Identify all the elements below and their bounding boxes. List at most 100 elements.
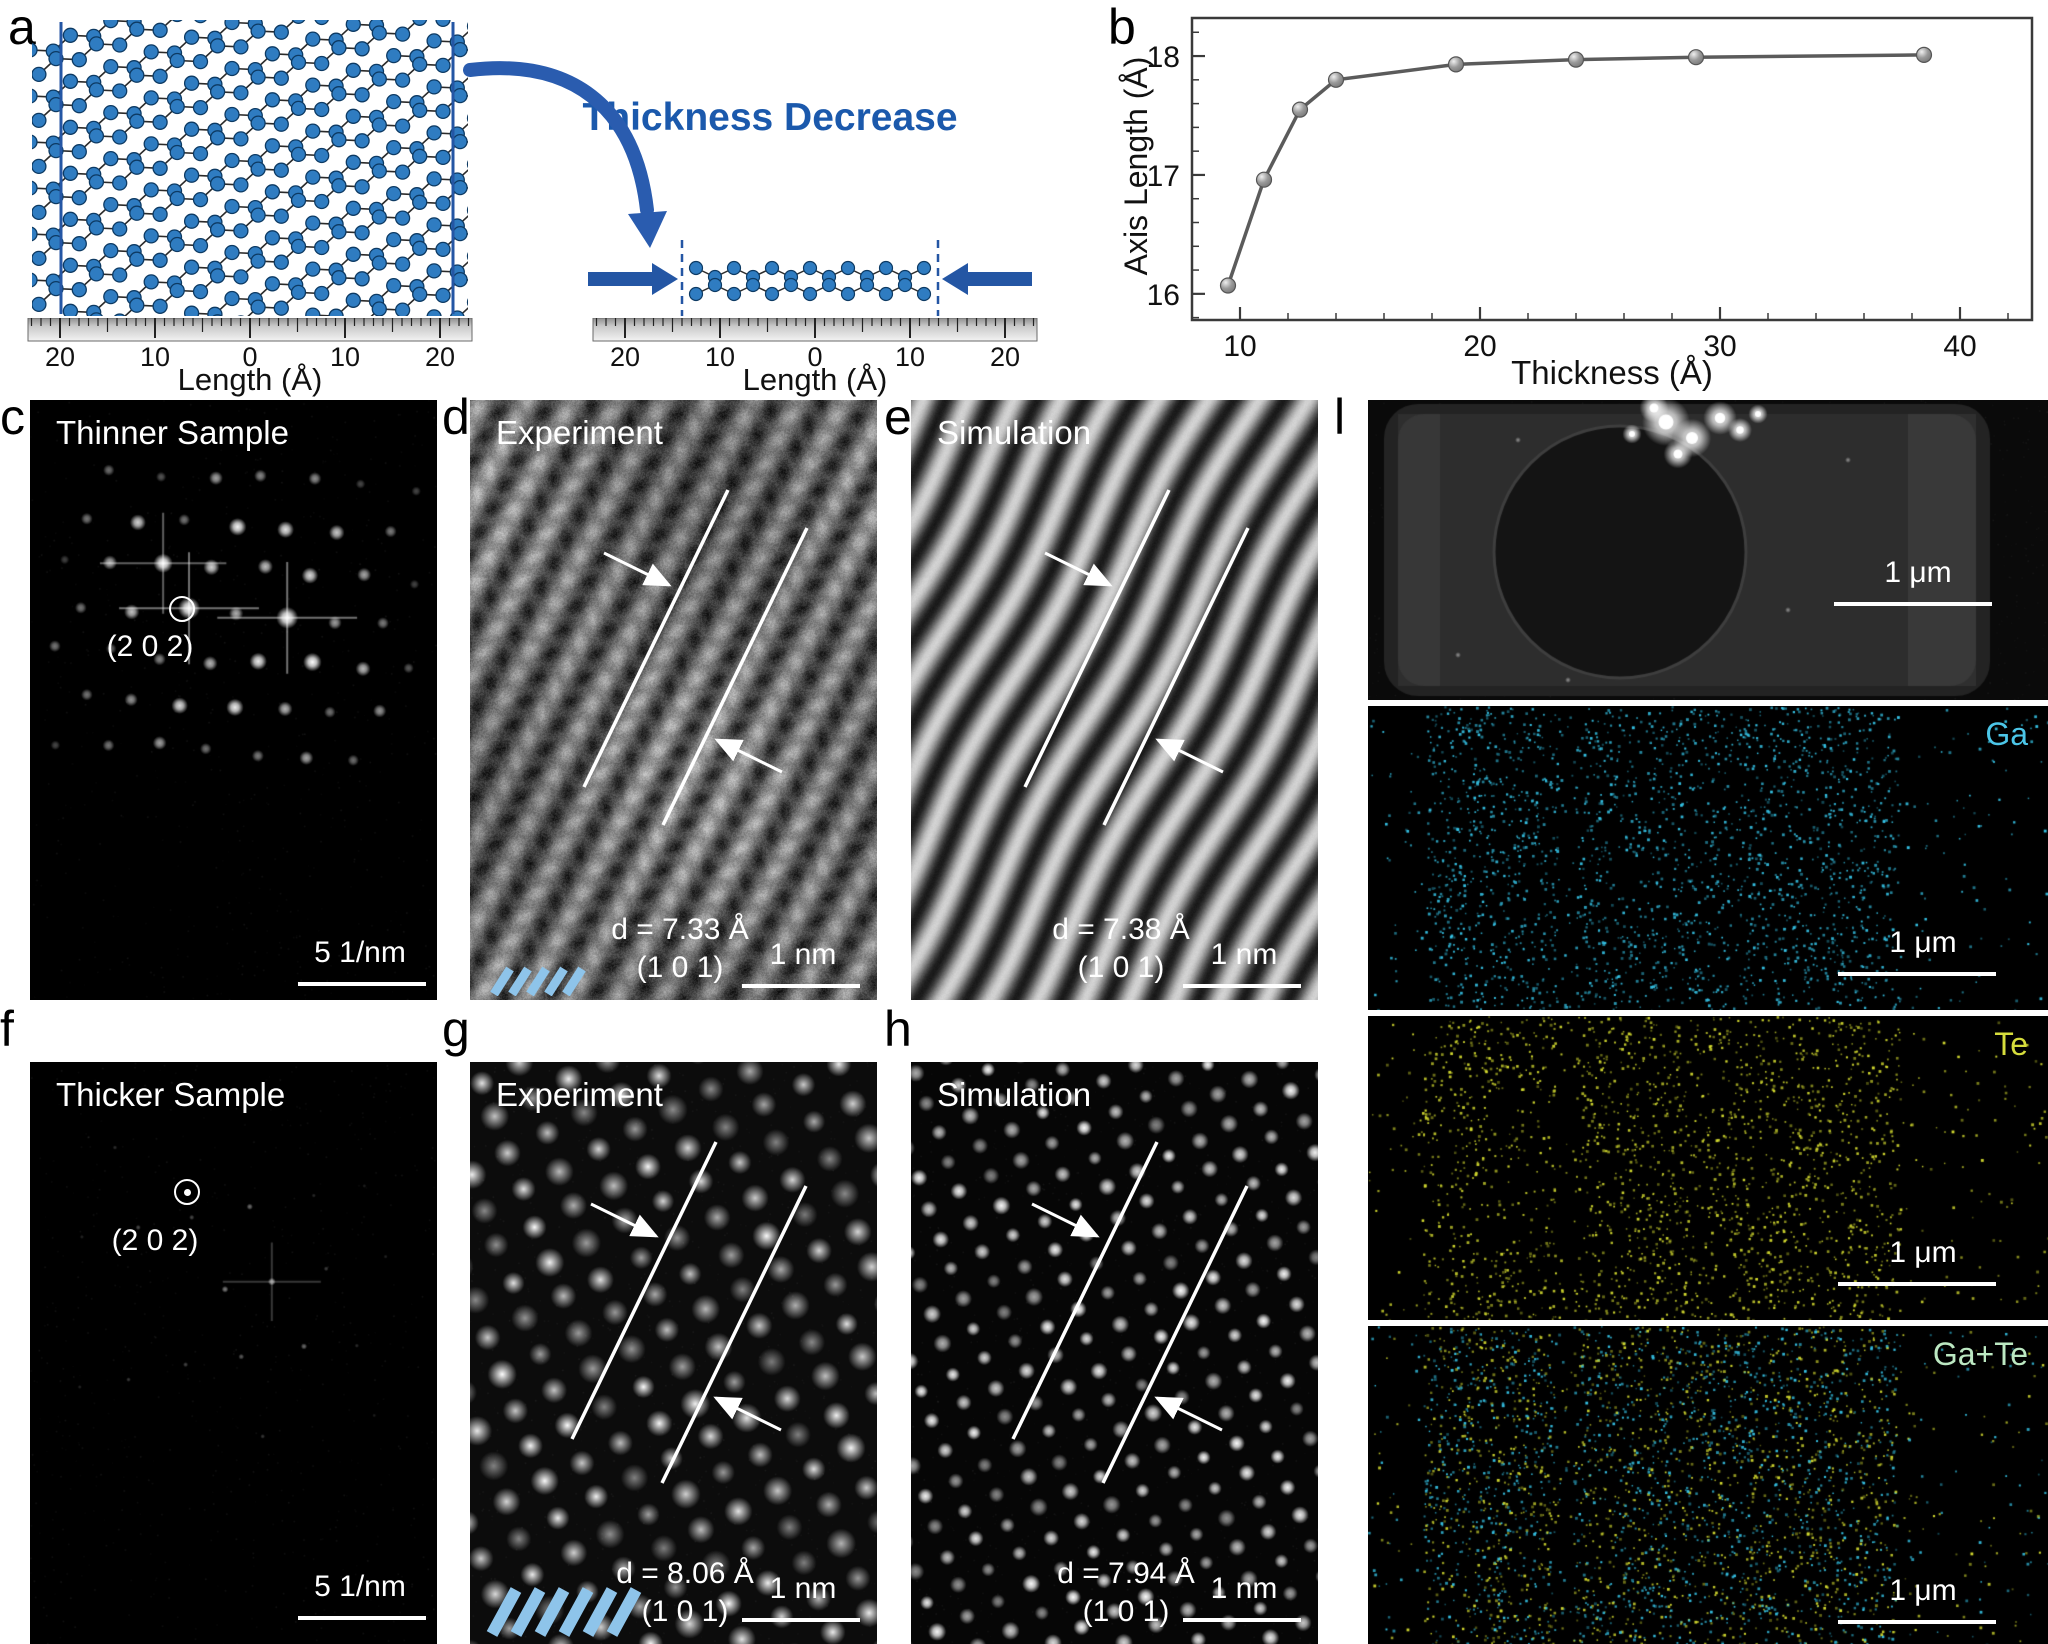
plane-annotation (1023, 489, 1250, 826)
panel-label-h: h (884, 1001, 912, 1057)
ruler-right: 20 10 0 10 20 (592, 318, 1038, 372)
scalebar-label: 1 μm (1884, 556, 1952, 589)
plane-arrow-icon (1031, 1202, 1100, 1238)
eds-map-ga (1368, 706, 2048, 1010)
panel-f-title: Thicker Sample (56, 1076, 286, 1113)
scalebar-line (1183, 1618, 1301, 1622)
scalebar-label: 5 1/nm (314, 1570, 406, 1603)
panel-d-experiment-thin: Experiment d = 7.33 Å (1 0 1) 1 nm (470, 400, 877, 1000)
svg-text:30: 30 (1703, 330, 1736, 363)
plane-arrow-icon (1155, 738, 1224, 774)
spot-index-label: (2 0 2) (106, 630, 194, 663)
scalebar-label: 1 μm (1889, 1574, 1957, 1607)
svg-text:20: 20 (990, 342, 1020, 372)
element-label-te: Te (1994, 1026, 2028, 1062)
svg-text:10: 10 (705, 342, 735, 372)
chart-y-axis-label: Axis Length (Å) (1118, 56, 1154, 276)
fft-pattern-thinner-sample (30, 400, 437, 1000)
plane-index-label: (1 0 1) (1082, 1595, 1170, 1628)
svg-text:40: 40 (1943, 330, 1976, 363)
d-spacing-label: d = 7.38 Å (1052, 913, 1190, 946)
svg-text:0: 0 (242, 342, 257, 372)
scalebar-line (1838, 1282, 1996, 1286)
diffraction-spot-circle (174, 1179, 200, 1205)
tem-overview-image (1368, 400, 2048, 700)
panel-label-f: f (0, 1001, 14, 1057)
plane-annotation (570, 1141, 808, 1484)
scalebar-label: 1 nm (769, 1572, 837, 1605)
scalebar-line (742, 1618, 860, 1622)
scalebar-label: 1 nm (1210, 1572, 1278, 1605)
plane-arrow-icon (1154, 1396, 1223, 1432)
d-spacing-label: d = 7.94 Å (1057, 1557, 1195, 1590)
ruler-left-axis-label: Length (Å) (177, 362, 323, 397)
plane-arrow-icon (714, 738, 783, 774)
scalebar-line (1834, 602, 1992, 606)
scalebar-line (298, 982, 426, 986)
svg-text:20: 20 (425, 342, 455, 372)
fringe-legend-icon (486, 1587, 642, 1637)
panel-label-e: e (884, 389, 912, 445)
panel-h-title: Simulation (937, 1076, 1092, 1113)
plane-annotation (1011, 1141, 1249, 1484)
svg-text:10: 10 (1223, 330, 1256, 363)
panel-h-simulation-thick: Simulation d = 7.94 Å (1 0 1) 1 nm (911, 1062, 1318, 1644)
spot-index-label: (2 0 2) (111, 1224, 199, 1257)
scalebar-line (298, 1616, 426, 1620)
scalebar-label: 1 μm (1889, 1236, 1957, 1269)
scalebar-line (1838, 972, 1996, 976)
d-spacing-label: d = 8.06 Å (616, 1557, 754, 1590)
svg-text:20: 20 (610, 342, 640, 372)
diffraction-spot-circle (169, 596, 195, 622)
svg-text:0: 0 (807, 342, 822, 372)
panel-label-d: d (442, 389, 470, 445)
panel-g-experiment-thick: Experiment d = 8.06 Å (1 0 1) 1 nm (470, 1062, 877, 1644)
panel-f-fft-thicker: Thicker Sample (2 0 2) 5 1/nm (30, 1062, 437, 1644)
panel-e-title: Simulation (937, 414, 1092, 451)
panel-label-l: l (1334, 389, 1346, 445)
panel-c-title: Thinner Sample (56, 414, 289, 451)
panel-l-gate-map: Ga+Te 1 μm (1368, 1326, 2048, 1644)
scalebar-line (1183, 984, 1301, 988)
diffraction-spot-dot (184, 1189, 191, 1196)
plane-arrow-icon (590, 1202, 659, 1238)
svg-text:10: 10 (330, 342, 360, 372)
simulated-image-thick (911, 1062, 1318, 1644)
ruler-left: 20 10 0 10 20 (27, 318, 473, 372)
scalebar-label: 1 nm (769, 938, 837, 971)
panel-label-c: c (0, 389, 25, 445)
scalebar-label: 1 μm (1889, 926, 1957, 959)
svg-text:10: 10 (895, 342, 925, 372)
plane-arrow-icon (603, 551, 672, 587)
chart-x-axis-label: Thickness (Å) (1511, 354, 1713, 391)
plane-index-label: (1 0 1) (641, 1595, 729, 1628)
scalebar-line (742, 984, 860, 988)
hrtem-image-experiment-thick (470, 1062, 877, 1644)
panel-e-simulation-thin: Simulation d = 7.38 Å (1 0 1) 1 nm (911, 400, 1318, 1000)
plane-index-label: (1 0 1) (636, 951, 724, 984)
panel-d-title: Experiment (496, 414, 663, 451)
scalebar-label: 5 1/nm (314, 936, 406, 969)
ruler-right-axis-label: Length (Å) (742, 362, 888, 397)
plane-annotation (582, 489, 809, 826)
svg-text:18: 18 (1147, 41, 1180, 74)
plane-arrow-icon (713, 1396, 782, 1432)
scalebar-line (1838, 1620, 1996, 1624)
d-spacing-label: d = 7.33 Å (611, 913, 749, 946)
svg-text:16: 16 (1147, 279, 1180, 312)
svg-text:17: 17 (1147, 160, 1180, 193)
panel-g-title: Experiment (496, 1076, 663, 1113)
simulated-image-thin (911, 400, 1318, 1000)
crystal-structure-thin-model (588, 240, 1032, 316)
element-label-ga-te: Ga+Te (1932, 1336, 2028, 1372)
panel-l-te-map: Te 1 μm (1368, 1016, 2048, 1320)
panel-c-fft-thinner: Thinner Sample (2 0 2) 5 1/nm (30, 400, 437, 1000)
panel-label-a: a (8, 0, 36, 55)
panel-label-b: b (1108, 0, 1136, 55)
plane-arrow-icon (1044, 551, 1113, 587)
scalebar-label: 1 nm (1210, 938, 1278, 971)
plane-index-label: (1 0 1) (1077, 951, 1165, 984)
svg-text:20: 20 (1463, 330, 1496, 363)
crystal-structure-thick-model (32, 20, 468, 316)
panel-l-ga-map: Ga 1 μm (1368, 706, 2048, 1010)
